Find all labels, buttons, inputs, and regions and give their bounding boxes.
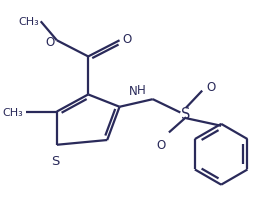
Text: S: S [181,107,191,121]
Text: H: H [137,84,145,97]
Text: O: O [122,33,132,46]
Text: O: O [46,36,55,48]
Text: O: O [206,81,215,94]
Text: S: S [51,154,59,167]
Text: O: O [156,138,165,151]
Text: CH₃: CH₃ [3,107,24,117]
Text: N: N [129,85,138,98]
Text: CH₃: CH₃ [18,17,39,27]
